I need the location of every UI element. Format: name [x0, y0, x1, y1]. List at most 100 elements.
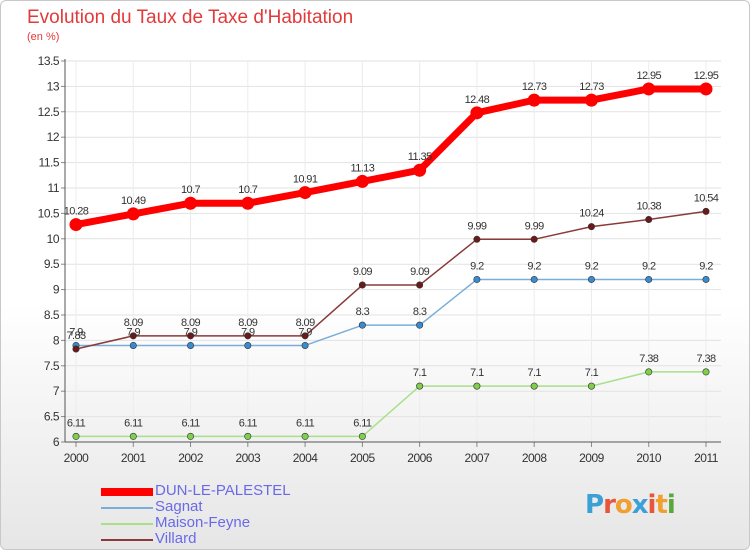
data-label: 7.1	[585, 367, 599, 379]
logo-letter: o	[614, 490, 633, 520]
data-label: 6.11	[296, 417, 315, 429]
data-point	[241, 196, 255, 210]
y-tick-label: 9	[53, 283, 60, 297]
data-label: 10.7	[238, 184, 257, 196]
data-label: 6.11	[239, 417, 258, 429]
data-label: 12.73	[579, 81, 604, 93]
data-point	[702, 275, 710, 283]
data-label: 7.9	[184, 326, 198, 338]
data-label: 6.11	[124, 417, 143, 429]
data-point	[126, 207, 140, 221]
legend-label: Villard	[155, 530, 197, 547]
data-label: 8.3	[356, 306, 370, 318]
data-point	[702, 368, 710, 376]
logo-letter: P	[585, 490, 604, 520]
data-point	[416, 382, 424, 390]
chart-title: Evolution du Taux de Taxe d'Habitation	[27, 7, 354, 28]
logo-letter: t	[655, 490, 667, 520]
data-point	[72, 345, 80, 353]
data-label: 10.28	[64, 206, 89, 218]
legend-swatch	[101, 507, 153, 509]
data-point	[355, 174, 369, 188]
data-point	[645, 215, 653, 223]
data-label: 10.49	[121, 195, 146, 207]
data-point	[244, 332, 252, 340]
data-label: 6.11	[181, 417, 200, 429]
data-point	[301, 332, 309, 340]
data-label: 7.9	[241, 326, 255, 338]
data-label: 12.95	[636, 70, 661, 82]
y-tick-label: 11.5	[39, 156, 60, 170]
series-line-dun-le-palestel	[75, 85, 706, 229]
data-point	[187, 341, 195, 349]
data-label: 7.38	[639, 353, 658, 365]
y-tick-label: 13	[47, 79, 60, 93]
data-label: 7.1	[470, 367, 484, 379]
data-label: 7.1	[413, 367, 427, 379]
x-tick-label: 2007	[465, 451, 491, 465]
data-point	[301, 341, 309, 349]
data-point	[298, 186, 312, 200]
data-point	[645, 275, 653, 283]
data-label: 9.2	[699, 260, 713, 272]
data-point	[473, 235, 481, 243]
data-point	[187, 432, 195, 440]
data-label: 11.13	[351, 162, 375, 174]
data-label: 7.83	[66, 330, 85, 342]
data-label: 6.11	[353, 417, 372, 429]
y-tick-label: 12	[47, 130, 60, 144]
data-point	[301, 432, 309, 440]
data-label: 8.09	[238, 317, 257, 329]
data-point	[72, 432, 80, 440]
legend-item: Villard	[101, 530, 401, 549]
y-tick-label: 6	[53, 435, 60, 449]
data-point	[530, 235, 538, 243]
data-point	[699, 82, 713, 96]
x-tick-label: 2010	[636, 451, 662, 465]
data-label: 7.9	[298, 326, 312, 338]
data-point	[527, 93, 541, 107]
logo-letter: r	[603, 490, 616, 520]
data-label: 7.9	[69, 326, 83, 338]
y-tick-label: 7	[53, 384, 60, 398]
legend-item: DUN-LE-PALESTEL	[101, 482, 401, 503]
data-point	[129, 432, 137, 440]
legend-label: DUN-LE-PALESTEL	[155, 482, 291, 499]
data-point	[530, 382, 538, 390]
data-point	[645, 368, 653, 376]
legend-swatch	[101, 488, 153, 496]
data-label: 12.95	[694, 70, 719, 82]
data-label: 9.99	[467, 220, 486, 232]
logo-letter: x	[631, 490, 649, 520]
legend-label: Maison-Feyne	[155, 514, 251, 531]
y-tick-label: 6.5	[44, 410, 60, 424]
y-tick-label: 13.5	[38, 54, 60, 68]
x-tick-label: 2005	[350, 451, 376, 465]
data-point	[587, 275, 595, 283]
data-point	[358, 321, 366, 329]
data-point	[416, 321, 424, 329]
data-point	[702, 207, 710, 215]
x-tick-label: 2011	[694, 451, 719, 465]
data-point	[473, 275, 481, 283]
data-label: 9.09	[410, 266, 429, 278]
data-point	[358, 281, 366, 289]
y-tick-label: 8.5	[44, 308, 60, 322]
data-label: 8.09	[181, 317, 200, 329]
x-tick-label: 2008	[522, 451, 548, 465]
data-label: 8.3	[413, 306, 427, 318]
data-label: 9.2	[470, 260, 484, 272]
data-label: 12.48	[465, 94, 490, 106]
data-label: 7.38	[696, 353, 715, 365]
data-label: 9.2	[642, 260, 656, 272]
data-label: 9.2	[585, 260, 599, 272]
data-label: 10.91	[293, 174, 318, 186]
y-tick-label: 8	[53, 333, 60, 347]
y-tick-label: 10	[47, 232, 60, 246]
data-label: 8.09	[296, 317, 315, 329]
data-point	[642, 82, 656, 96]
series-line-sagnat	[76, 278, 706, 347]
x-tick-label: 2003	[235, 451, 261, 465]
